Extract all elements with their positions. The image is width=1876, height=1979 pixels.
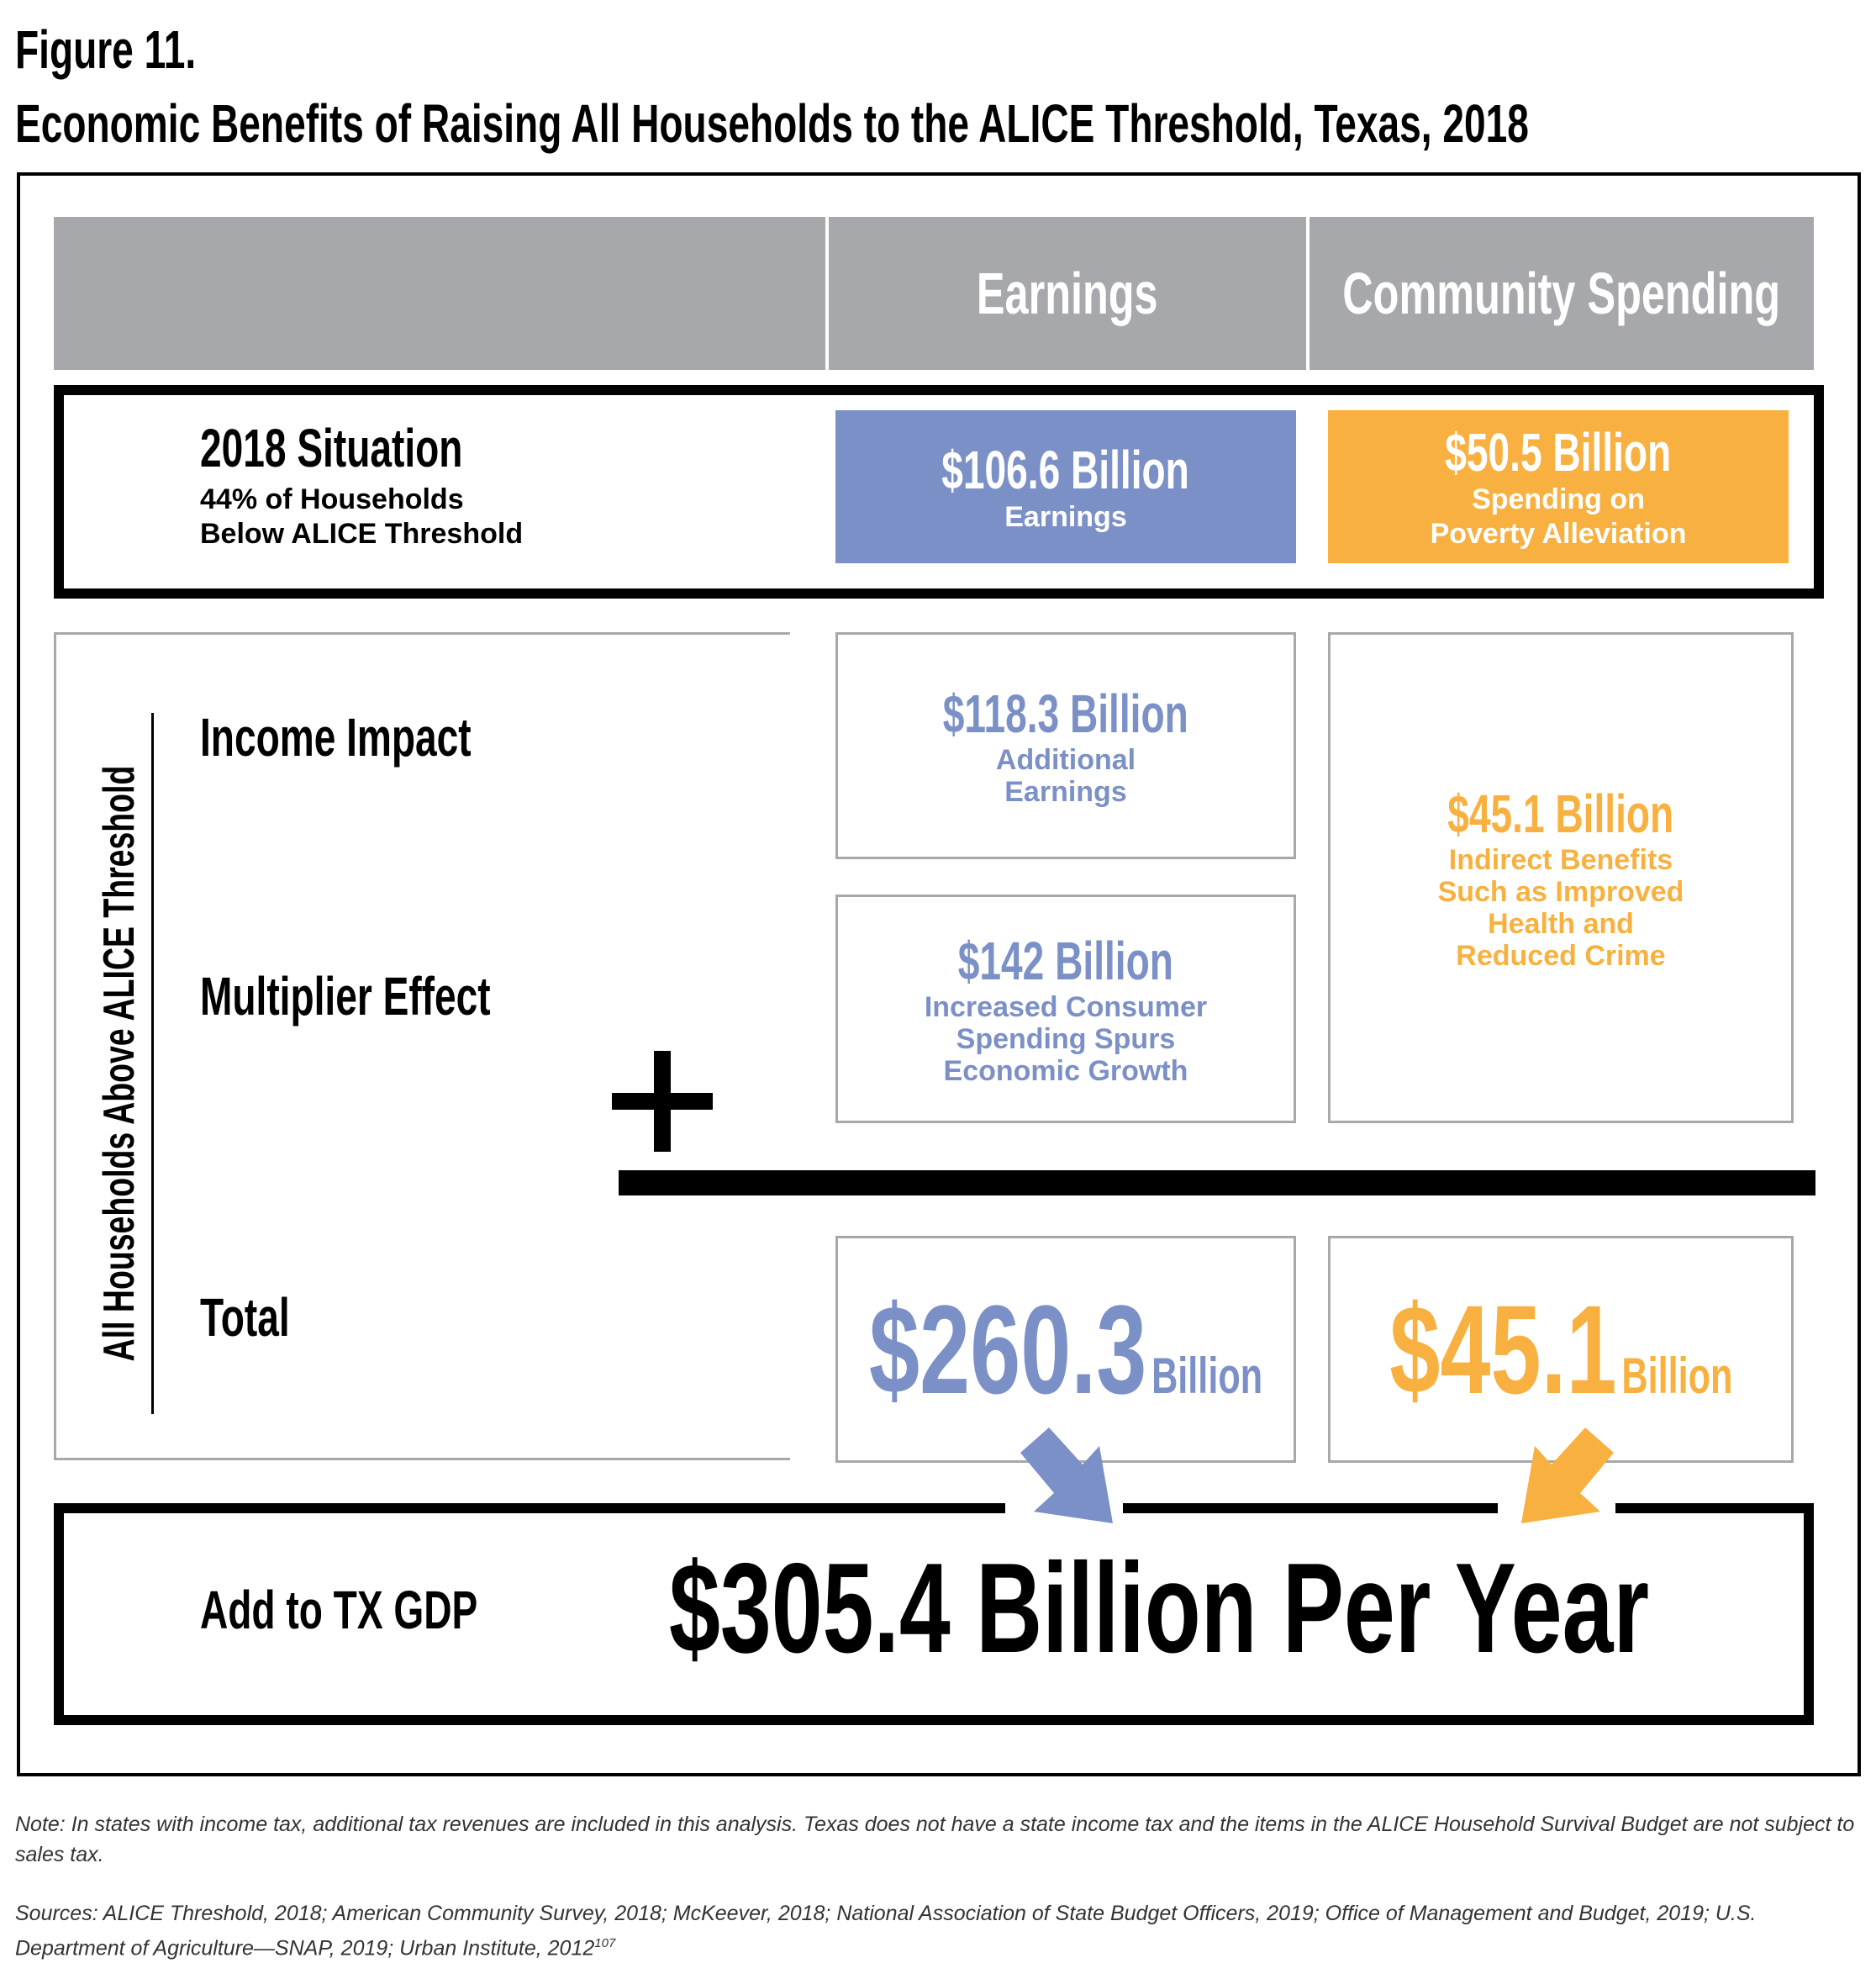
situation-earnings-box: $106.6 Billion Earnings xyxy=(835,410,1296,563)
indirect-value: $45.1 Billion xyxy=(1447,784,1674,844)
side-label-rule xyxy=(151,713,154,1414)
community-arrow-icon xyxy=(1521,1428,1614,1523)
total-community-box: $45.1Billion xyxy=(1328,1236,1794,1463)
sources-footnote-ref: 107 xyxy=(594,1936,616,1950)
situation-title: 2018 Situation xyxy=(200,418,463,478)
total-earnings-value: $260.3 xyxy=(868,1278,1147,1420)
indirect-label-4: Reduced Crime xyxy=(1456,940,1666,972)
situation-earnings-value: $106.6 Billion xyxy=(941,439,1190,500)
header-community-spending: Community Spending xyxy=(1310,217,1814,370)
gdp-box xyxy=(54,1503,1814,1725)
situation-community-label-1: Spending on xyxy=(1472,483,1645,515)
figure-frame xyxy=(17,172,1861,1776)
side-panel-left-border xyxy=(54,632,56,1460)
situation-subtitle: 44% of Households Below ALICE Threshold xyxy=(200,483,524,550)
header-earnings: Earnings xyxy=(829,217,1306,370)
situation-community-label-2: Poverty Alleviation xyxy=(1430,518,1687,550)
multiplier-label-1: Increased Consumer xyxy=(924,991,1208,1023)
row-label-total: Total xyxy=(200,1287,290,1348)
indirect-label-1: Indirect Benefits xyxy=(1448,844,1673,876)
sources-text: Sources: ALICE Threshold, 2018; American… xyxy=(15,1902,1757,1961)
situation-community-box: $50.5 Billion Spending on Poverty Allevi… xyxy=(1328,410,1789,563)
income-impact-label-1: Additional xyxy=(995,744,1136,776)
side-panel-bottom-border xyxy=(54,1458,790,1460)
total-community-value: $45.1 xyxy=(1389,1278,1617,1420)
row-label-income-impact: Income Impact xyxy=(200,707,472,768)
multiplier-label-2: Spending Spurs xyxy=(956,1023,1176,1055)
income-impact-value: $118.3 Billion xyxy=(943,683,1188,744)
note-text: Note: In states with income tax, additio… xyxy=(15,1813,1855,1866)
row-label-multiplier-effect: Multiplier Effect xyxy=(200,966,491,1026)
gdp-label: Add to TX GDP xyxy=(200,1580,478,1640)
multiplier-value: $142 Billion xyxy=(957,931,1174,991)
total-community-unit: Billion xyxy=(1621,1347,1733,1404)
situation-community-value: $50.5 Billion xyxy=(1445,422,1672,483)
figure-title: Economic Benefits of Raising All Househo… xyxy=(15,93,1529,154)
income-impact-box: $118.3 Billion Additional Earnings xyxy=(835,632,1296,859)
situation-box xyxy=(54,385,1824,599)
indirect-label-2: Such as Improved xyxy=(1437,876,1684,908)
total-earnings-unit: Billion xyxy=(1151,1347,1263,1404)
income-impact-label-2: Earnings xyxy=(1004,776,1127,808)
sum-line xyxy=(619,1170,1815,1195)
gdp-value: $305.4 Billion Per Year xyxy=(669,1537,1650,1680)
plus-icon xyxy=(612,1051,713,1152)
indirect-benefits-box: $45.1 Billion Indirect Benefits Such as … xyxy=(1328,632,1794,1123)
side-panel-top-border xyxy=(54,632,790,635)
total-earnings-box: $260.3Billion xyxy=(835,1236,1296,1463)
multiplier-label-3: Economic Growth xyxy=(943,1055,1188,1087)
situation-earnings-label: Earnings xyxy=(1004,500,1127,533)
header-blank-cell xyxy=(54,217,825,370)
earnings-arrow-icon xyxy=(1020,1428,1113,1523)
figure-label: Figure 11. xyxy=(15,19,197,80)
multiplier-effect-box: $142 Billion Increased Consumer Spending… xyxy=(835,895,1296,1123)
indirect-label-3: Health and xyxy=(1488,908,1634,940)
